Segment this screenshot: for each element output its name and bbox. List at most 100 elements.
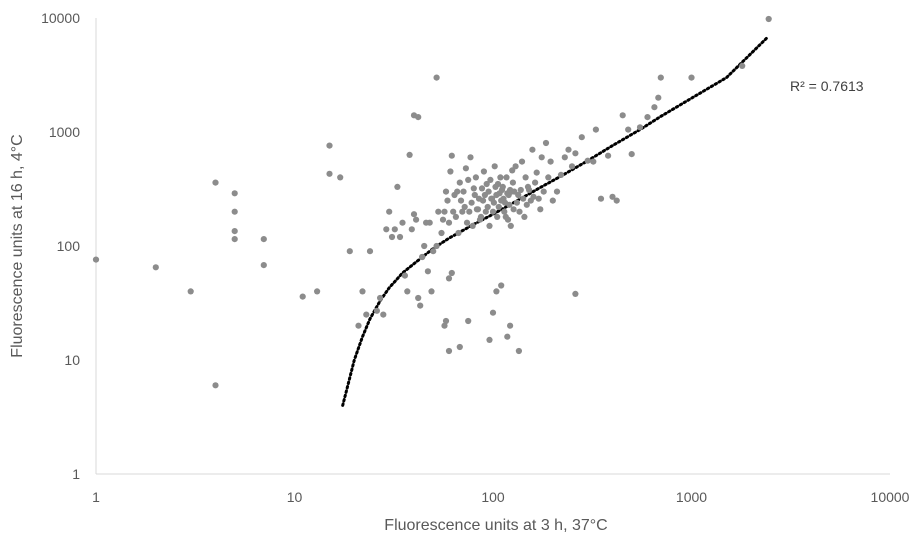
- data-point: [417, 302, 424, 309]
- x-axis-title: Fluorescence units at 3 h, 37°C: [384, 517, 607, 534]
- data-point: [426, 219, 433, 226]
- data-point: [644, 114, 651, 121]
- data-point: [447, 168, 454, 175]
- data-point: [337, 174, 344, 181]
- data-point: [460, 188, 467, 195]
- data-point: [568, 163, 576, 170]
- data-point: [494, 180, 502, 188]
- data-point: [538, 154, 545, 161]
- data-point: [590, 158, 597, 165]
- data-point: [521, 213, 528, 220]
- data-point: [765, 15, 772, 23]
- data-point: [688, 74, 695, 81]
- data-point: [459, 208, 466, 215]
- data-point: [483, 180, 490, 188]
- data-point: [326, 142, 333, 149]
- data-point: [533, 169, 540, 176]
- data-point: [212, 382, 219, 389]
- data-point: [415, 294, 422, 302]
- data-point: [493, 288, 500, 295]
- data-point: [557, 171, 565, 178]
- y-tick-labels: 1 10 100 1000 10000: [41, 10, 80, 482]
- data-point: [410, 211, 418, 218]
- data-point: [399, 219, 406, 226]
- data-point: [92, 256, 100, 263]
- data-point: [430, 248, 437, 255]
- data-point: [489, 309, 497, 316]
- y-tick-label: 10000: [41, 10, 80, 26]
- data-point: [474, 206, 482, 213]
- data-point: [520, 195, 527, 202]
- data-point: [486, 222, 493, 229]
- data-point: [366, 248, 374, 255]
- data-point: [530, 193, 537, 200]
- trendline-group: [341, 36, 769, 407]
- x-tick-labels: 1 10 100 1000 10000: [92, 489, 910, 505]
- data-point: [386, 208, 393, 215]
- data-point: [497, 174, 504, 181]
- data-point: [491, 163, 498, 170]
- data-point: [478, 185, 486, 192]
- data-point: [433, 242, 440, 250]
- data-point: [373, 307, 380, 314]
- data-point: [480, 168, 487, 175]
- r-squared-annotation: R² = 0.7613: [790, 78, 864, 94]
- data-point: [507, 322, 514, 329]
- data-point: [537, 206, 544, 213]
- data-point: [410, 112, 418, 119]
- data-point: [592, 126, 600, 133]
- data-point: [517, 186, 524, 194]
- data-point: [212, 179, 219, 186]
- data-point: [561, 154, 568, 161]
- data-point: [739, 62, 746, 69]
- data-point: [457, 197, 465, 204]
- data-point: [479, 197, 487, 204]
- data-point: [466, 208, 473, 215]
- data-point: [467, 154, 474, 161]
- data-point: [448, 152, 455, 159]
- data-point: [346, 248, 353, 255]
- data-points: [92, 15, 772, 389]
- data-point: [391, 226, 398, 233]
- data-point: [406, 151, 413, 158]
- data-point: [540, 188, 547, 195]
- data-point: [523, 201, 530, 208]
- data-point: [625, 126, 632, 133]
- data-point: [494, 213, 501, 220]
- data-point: [487, 176, 494, 183]
- data-point: [380, 311, 387, 318]
- data-point: [516, 208, 523, 215]
- data-point: [465, 176, 472, 183]
- data-point: [401, 272, 408, 279]
- data-point: [388, 233, 396, 241]
- data-point: [377, 294, 384, 302]
- data-point: [609, 193, 616, 200]
- data-point: [597, 195, 605, 202]
- data-point: [469, 222, 476, 229]
- data-point: [584, 157, 591, 164]
- data-point: [522, 174, 529, 181]
- data-point: [444, 197, 451, 204]
- data-point: [572, 150, 579, 157]
- data-point: [424, 268, 431, 275]
- data-point: [529, 146, 536, 153]
- x-tick-label: 1: [92, 489, 100, 505]
- data-point: [526, 186, 533, 194]
- data-point: [619, 112, 626, 119]
- data-point: [450, 208, 457, 215]
- data-point: [438, 229, 445, 237]
- data-point: [456, 343, 463, 351]
- data-point: [470, 185, 477, 192]
- data-point: [441, 208, 448, 215]
- data-point: [383, 226, 390, 233]
- data-point: [421, 242, 428, 250]
- data-point: [326, 170, 333, 177]
- data-point: [510, 206, 517, 213]
- data-point: [518, 158, 526, 165]
- data-point: [260, 262, 267, 269]
- data-point: [657, 74, 664, 81]
- data-point: [359, 288, 366, 295]
- data-point: [482, 208, 489, 215]
- data-point: [490, 199, 497, 206]
